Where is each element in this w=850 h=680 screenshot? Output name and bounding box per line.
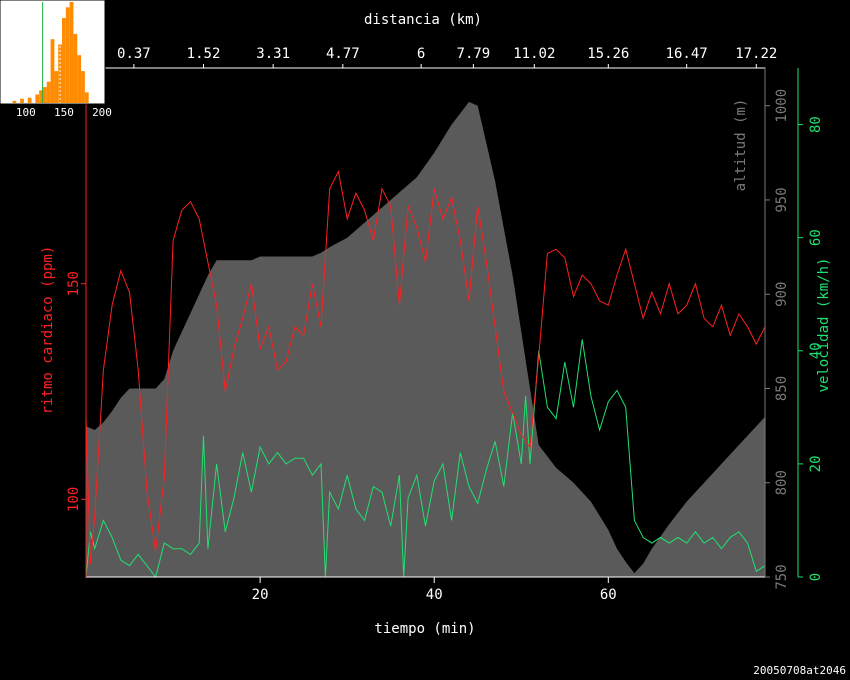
top-tick-label: 7.79 (457, 46, 491, 62)
top-tick-label: 4.77 (326, 46, 360, 62)
altitude-tick-label: 900 (774, 282, 790, 307)
altitude-tick-label: 1000 (774, 89, 790, 123)
inset-bar (20, 99, 24, 103)
x-tick-label: 20 (252, 587, 269, 603)
inset-bar (28, 98, 32, 103)
inset-bar (35, 94, 39, 103)
speed-axis-title: velocidad (km/h) (816, 258, 832, 393)
altitude-tick-label: 850 (774, 376, 790, 401)
left-tick-label: 150 (66, 271, 82, 296)
inset-bar (47, 82, 51, 103)
top-tick-label: 15.26 (587, 46, 629, 62)
top-tick-label: 16.47 (666, 46, 708, 62)
speed-tick-label: 20 (808, 455, 824, 472)
inset-bar (43, 87, 47, 103)
x-tick-label: 60 (600, 587, 617, 603)
footer-label: 20050708at2046 (753, 664, 846, 677)
speed-tick-label: 80 (808, 116, 824, 133)
speed-tick-label: 60 (808, 229, 824, 246)
altitude-tick-label: 800 (774, 470, 790, 495)
top-tick-label: 3.31 (256, 46, 290, 62)
top-axis-title: distancia (km) (364, 12, 482, 28)
inset-bar (13, 101, 17, 103)
speed-tick-label: 0 (808, 573, 824, 581)
top-tick-label: 6 (417, 46, 425, 62)
inset-bar (54, 71, 58, 103)
inset-tick-label: 200 (92, 106, 112, 119)
bottom-axis-title: tiempo (min) (374, 621, 475, 637)
inset-bar (51, 39, 55, 103)
inset-bar (62, 18, 66, 103)
inset-bar (85, 92, 89, 103)
inset-ticks: 100 150 200 (16, 106, 112, 119)
top-tick-label: 11.02 (513, 46, 555, 62)
inset-bar (81, 71, 85, 103)
inset-bar (70, 2, 74, 103)
top-tick-label: 0.37 (117, 46, 151, 62)
top-tick-label: 1.52 (187, 46, 221, 62)
x-tick-label: 40 (426, 587, 443, 603)
inset-tick-label: 150 (54, 106, 74, 119)
left-tick-label: 100 (66, 487, 82, 512)
altitude-tick-label: 750 (774, 564, 790, 589)
inset-bar (66, 7, 70, 103)
top-tick-label: 17.22 (735, 46, 777, 62)
left-axis-title: ritmo cardiaco (ppm) (40, 246, 56, 415)
inset-histogram: 100 150 200 (0, 0, 112, 119)
inset-bar (73, 34, 77, 103)
inset-tick-label: 100 (16, 106, 36, 119)
altitude-axis-title: altitud (m) (733, 99, 749, 192)
altitude-tick-label: 950 (774, 187, 790, 212)
inset-bar (77, 55, 81, 103)
